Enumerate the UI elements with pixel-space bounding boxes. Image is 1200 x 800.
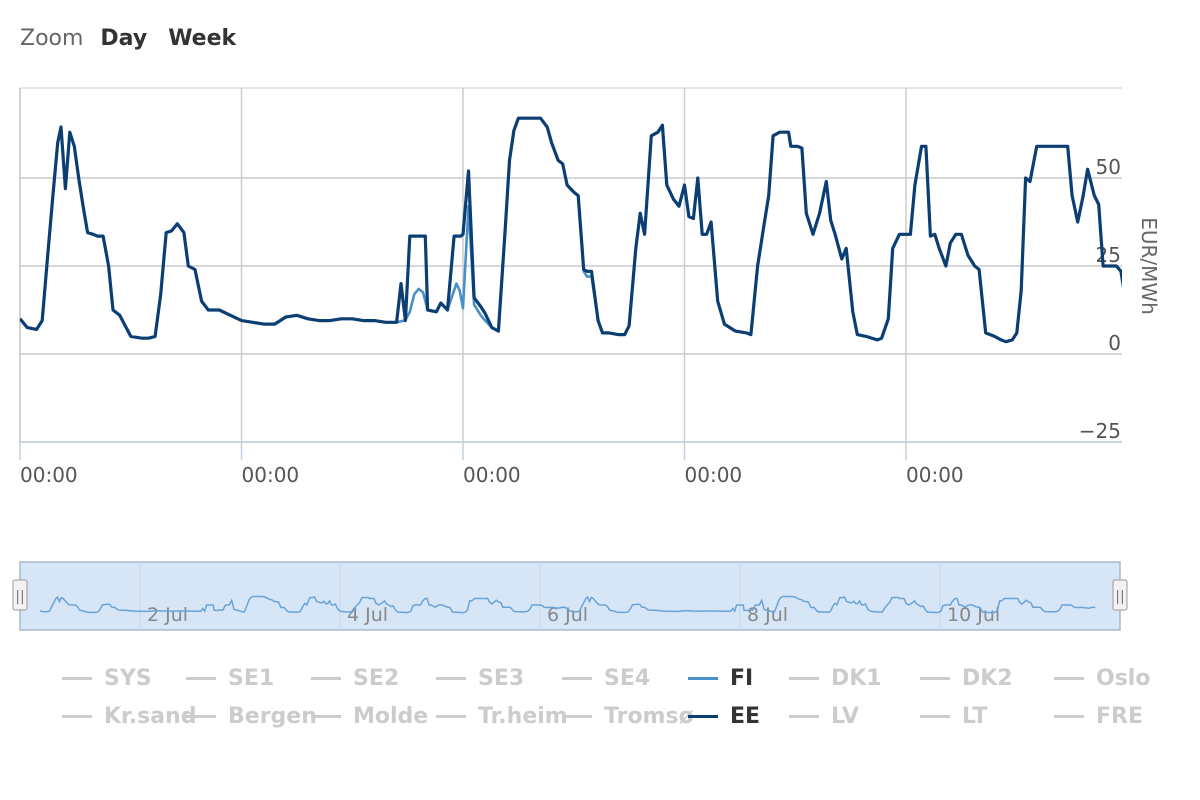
legend-label: FI (730, 665, 754, 691)
legend-label: SE4 (604, 665, 651, 691)
series-lines (20, 116, 1122, 344)
legend-label: EE (730, 703, 761, 729)
legend-symbol (311, 714, 341, 718)
legend-symbol (186, 714, 216, 718)
legend-symbol (920, 676, 950, 680)
navigator-handle-right[interactable]: || (1112, 579, 1128, 611)
y-tick-label: −25 (1079, 419, 1121, 443)
legend-symbol (562, 714, 592, 718)
legend-item-oslo[interactable]: Oslo (1054, 660, 1150, 696)
legend-symbol (789, 676, 819, 680)
legend-symbol (688, 676, 718, 680)
legend-item-fi[interactable]: FI (688, 660, 753, 696)
legend-item-lv[interactable]: LV (789, 698, 859, 734)
legend-label: LT (962, 703, 988, 729)
legend-item-sys[interactable]: SYS (62, 660, 152, 696)
legend-symbol (1054, 676, 1084, 680)
legend-label: DK2 (962, 665, 1013, 691)
legend-item-lt[interactable]: LT (920, 698, 987, 734)
navigator: 2 Jul 4 Jul 6 Jul 8 Jul 10 Jul || || (12, 561, 1128, 631)
zoom-label: Zoom (20, 26, 84, 51)
x-tick-label: 00:00 (685, 463, 743, 487)
legend-symbol (789, 714, 819, 718)
navigator-date-label: 4 Jul (347, 604, 388, 626)
legend-label: Tr.heim (478, 703, 568, 729)
legend-label: SYS (104, 665, 152, 691)
y-tick-label: 25 (1096, 243, 1121, 267)
navigator-date-label: 2 Jul (147, 604, 188, 626)
navigator-date-label: 10 Jul (947, 604, 1000, 626)
legend-label: Bergen (228, 703, 317, 729)
legend-label: FRE (1096, 703, 1143, 729)
legend-label: SE1 (228, 665, 275, 691)
legend-item-se1[interactable]: SE1 (186, 660, 274, 696)
legend-item-dk1[interactable]: DK1 (789, 660, 882, 696)
chart-grid (19, 87, 1122, 443)
navigator-series-line (39, 595, 1096, 614)
zoom-day-button[interactable]: Day (100, 26, 148, 51)
svg-text:||: || (15, 589, 24, 605)
legend-item-fre[interactable]: FRE (1054, 698, 1143, 734)
svg-text:||: || (1115, 589, 1124, 605)
x-tick-label: 00:00 (20, 463, 78, 487)
zoom-bar: Zoom Day Week (20, 26, 250, 51)
legend-label: Oslo (1096, 665, 1151, 691)
navigator-date-label: 6 Jul (547, 604, 588, 626)
legend-item-se3[interactable]: SE3 (436, 660, 524, 696)
legend-symbol (62, 676, 92, 680)
legend-item-tr-heim[interactable]: Tr.heim (436, 698, 568, 734)
y-axis-labels: 50 25 0 −25 (1079, 155, 1121, 443)
legend-item-se2[interactable]: SE2 (311, 660, 399, 696)
legend-label: SE3 (478, 665, 525, 691)
legend-symbol (436, 714, 466, 718)
y-tick-label: 50 (1096, 155, 1121, 179)
legend-symbol (311, 676, 341, 680)
legend-symbol (1054, 714, 1084, 718)
y-tick-label: 0 (1108, 331, 1121, 355)
legend-item-bergen[interactable]: Bergen (186, 698, 317, 734)
legend-symbol (186, 676, 216, 680)
x-tick-label: 00:00 (463, 463, 521, 487)
navigator-handle-left[interactable]: || (12, 579, 28, 611)
series-line-ee (20, 116, 1122, 344)
legend-label: DK1 (831, 665, 882, 691)
legend-label: Tromsø (604, 703, 694, 729)
legend-symbol (62, 714, 92, 718)
navigator-selection[interactable] (19, 561, 1121, 631)
legend-item-dk2[interactable]: DK2 (920, 660, 1013, 696)
x-tick-label: 00:00 (242, 463, 300, 487)
legend-symbol (688, 714, 718, 718)
legend-item-se4[interactable]: SE4 (562, 660, 650, 696)
zoom-week-button[interactable]: Week (168, 26, 237, 51)
legend-label: LV (831, 703, 860, 729)
legend-item-kr-sand[interactable]: Kr.sand (62, 698, 196, 734)
legend-label: Molde (353, 703, 429, 729)
legend-item-molde[interactable]: Molde (311, 698, 428, 734)
legend-item-troms-[interactable]: Tromsø (562, 698, 694, 734)
x-axis: 00:00 00:00 00:00 00:00 00:00 (19, 441, 1122, 487)
legend-label: Kr.sand (104, 703, 197, 729)
x-tick-label: 00:00 (906, 463, 964, 487)
legend-symbol (920, 714, 950, 718)
legend-label: SE2 (353, 665, 400, 691)
legend-item-ee[interactable]: EE (688, 698, 760, 734)
navigator-date-label: 8 Jul (747, 604, 788, 626)
legend-symbol (436, 676, 466, 680)
y-axis-title: EUR/MWh (1137, 217, 1161, 315)
legend-symbol (562, 676, 592, 680)
